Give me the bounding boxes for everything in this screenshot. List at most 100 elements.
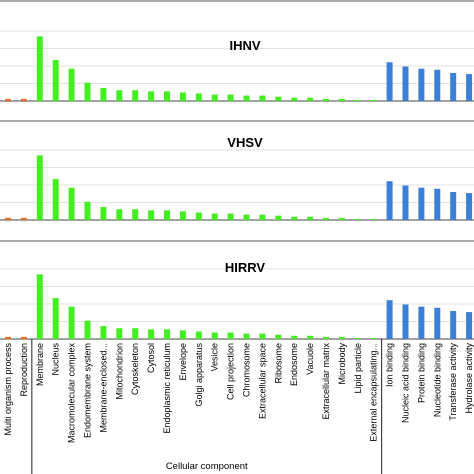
bar	[211, 94, 218, 101]
bar	[20, 336, 27, 339]
bar	[466, 193, 473, 220]
bar	[211, 213, 218, 220]
bar	[386, 181, 393, 220]
bar	[36, 155, 43, 220]
bar	[259, 95, 266, 101]
x-tick-label: Ion binding	[385, 343, 395, 387]
bar	[148, 329, 155, 339]
bar	[164, 329, 170, 339]
bar	[148, 91, 155, 101]
bar	[259, 214, 266, 220]
x-group-label: Cellular component	[166, 461, 248, 472]
bar	[402, 304, 409, 339]
x-tick-label: Ribosome	[273, 343, 283, 384]
x-tick-label: Cytoskeleton	[130, 343, 140, 395]
x-tick-label: Transferase activity	[448, 343, 458, 421]
x-tick-label: Mitochondrion	[114, 343, 124, 400]
bar	[116, 209, 123, 220]
x-tick-label: Hydrolase activity	[464, 343, 474, 414]
bar	[195, 331, 202, 339]
bar	[36, 36, 43, 102]
x-tick-label: Endoplasmic reticulum	[162, 343, 172, 434]
bar	[5, 217, 11, 220]
panel-hirrv: HIRRV	[0, 240, 474, 340]
x-tick-label: Nucleus	[51, 343, 61, 376]
x-axis: Multi organism process Reproduction Membra…	[3, 339, 474, 474]
panel-title: IHNV	[229, 38, 260, 53]
bar	[36, 274, 43, 339]
bar	[20, 217, 27, 220]
bar	[211, 332, 218, 339]
bar	[338, 98, 345, 101]
bar	[84, 201, 91, 220]
x-tick-label: Golgi apparatus	[194, 343, 204, 407]
x-tick-label: Vesicle	[210, 343, 220, 372]
bar	[323, 98, 329, 101]
bar	[466, 312, 473, 339]
bar	[291, 335, 298, 339]
bar	[386, 62, 393, 101]
x-tick-label: Protein binding	[416, 343, 426, 403]
bar	[52, 60, 59, 101]
bar	[100, 326, 107, 339]
bar	[179, 211, 186, 220]
bar	[323, 217, 329, 220]
bar	[354, 337, 361, 339]
bar	[52, 298, 59, 339]
bar	[195, 212, 202, 220]
panel-ihnv: IHNV	[0, 0, 474, 102]
bar	[100, 88, 107, 101]
bar	[132, 209, 139, 220]
bar	[132, 328, 139, 339]
bar	[164, 210, 170, 220]
bar	[5, 98, 11, 101]
bar	[418, 187, 425, 220]
bar	[402, 66, 409, 101]
panel-title: VHSV	[227, 135, 263, 150]
x-tick-label: Extracellular matrix	[321, 343, 331, 420]
bar	[68, 68, 75, 101]
bar	[164, 91, 170, 101]
bar	[179, 330, 186, 339]
bar	[307, 97, 314, 101]
bar	[354, 99, 361, 101]
bar	[434, 188, 441, 220]
bar	[243, 95, 250, 101]
bar	[275, 334, 282, 339]
bar	[386, 300, 393, 339]
x-tick-label: Membrane	[35, 343, 45, 386]
bar	[195, 93, 202, 101]
bar	[291, 97, 298, 101]
bar	[402, 185, 409, 220]
chart-panels: IHNV VHSV HIRRV	[0, 0, 474, 340]
bar	[338, 336, 345, 339]
bar	[370, 218, 377, 220]
bar	[323, 336, 329, 339]
x-tick-label: Chromosome	[242, 343, 252, 397]
x-tick-label: Cell projection	[226, 343, 236, 400]
bar	[243, 333, 250, 339]
x-tick-label: Membrane-enclosed...	[98, 343, 108, 433]
bar	[116, 90, 123, 101]
x-tick-label: Endomembrane system	[83, 343, 93, 438]
x-tick-label: External encapsulating...	[369, 343, 379, 442]
bar	[52, 179, 59, 220]
bar	[275, 215, 282, 220]
bar	[5, 336, 11, 339]
bar	[243, 214, 250, 220]
bar	[434, 69, 441, 101]
bar	[227, 332, 234, 339]
bar	[116, 328, 123, 339]
bar	[434, 307, 441, 339]
bar	[68, 187, 75, 220]
x-tick-label: Reproduction	[19, 343, 29, 397]
panel-title: HIRRV	[225, 260, 266, 275]
bar	[466, 74, 473, 101]
x-tick-label: Macromolecular complex	[67, 343, 77, 444]
bar	[370, 337, 377, 339]
x-tick-label: Lipid particle	[353, 343, 363, 394]
bar	[338, 217, 345, 220]
bar	[100, 207, 107, 220]
bar	[370, 99, 377, 101]
x-tick-label: Extracellular space	[257, 343, 267, 419]
